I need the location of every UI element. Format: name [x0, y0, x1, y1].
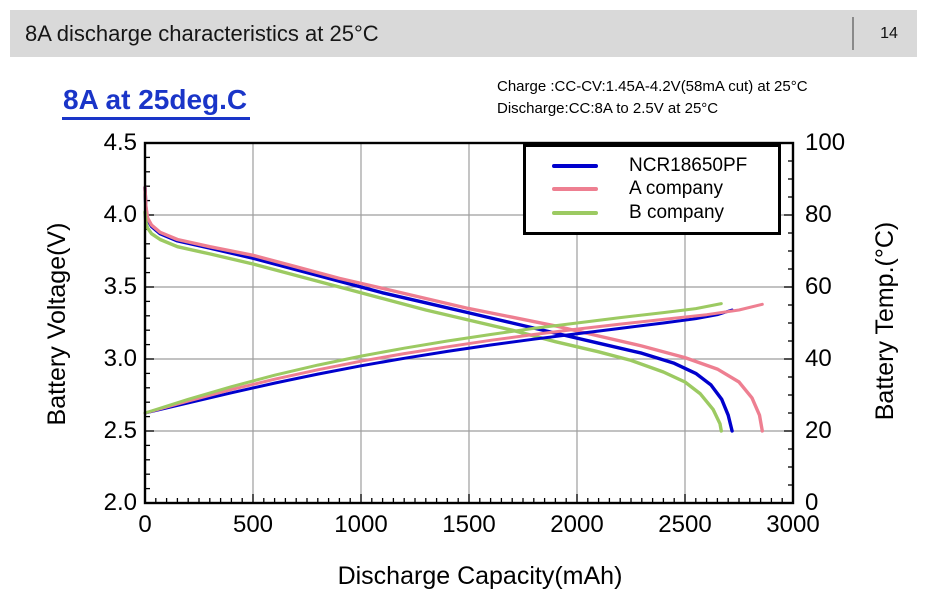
tick-label: 0: [138, 511, 152, 538]
series-b-company-voltage: [143, 210, 723, 433]
series-a-company-voltage: [143, 185, 764, 433]
tick-label: 3.0: [103, 345, 137, 372]
y-axis-left-title: Battery Voltage(V): [43, 222, 71, 426]
tick-label: 500: [232, 511, 274, 538]
chart-title: 8A at 25deg.C: [62, 84, 251, 120]
tick-label: 80: [805, 201, 832, 228]
legend-label: B company: [629, 202, 725, 224]
legend-swatch: [552, 163, 598, 168]
header-bar: 8A discharge characteristics at 25°C 14: [10, 10, 917, 57]
chart-legend: NCR18650PF A company B company: [523, 144, 781, 235]
header-divider: [852, 17, 854, 50]
tick-label: 1000: [334, 511, 388, 538]
legend-label: NCR18650PF: [629, 154, 748, 176]
tick-label: 3000: [766, 511, 820, 538]
legend-item: A company: [552, 178, 774, 200]
series-b-company-temperature: [143, 302, 723, 415]
legend-swatch: [552, 187, 598, 192]
tick-label: 4.0: [103, 201, 137, 228]
legend-item: B company: [552, 202, 774, 224]
x-axis-title: Discharge Capacity(mAh): [337, 562, 623, 590]
legend-swatch: [552, 211, 598, 216]
tick-label: 4.5: [103, 129, 137, 156]
tick-label: 2.0: [103, 489, 137, 516]
legend-label: A company: [629, 178, 723, 200]
tick-label: 2000: [550, 511, 604, 538]
page-number: 14: [880, 25, 898, 42]
tick-label: 40: [805, 345, 832, 372]
tick-label: 1500: [442, 511, 496, 538]
tick-label: 20: [805, 417, 832, 444]
discharge-condition: Discharge:CC:8A to 2.5V at 25°C: [497, 100, 719, 117]
plot-border: [143, 141, 795, 505]
series-a-company-temperature: [143, 302, 764, 415]
test-conditions: Charge :CC-CV:1.45A-4.2V(58mA cut) at 25…: [497, 76, 808, 120]
series-ncr18650pf-temperature: [143, 308, 734, 415]
tick-label: 100: [805, 129, 846, 156]
tick-label: 2.5: [103, 417, 137, 444]
tick-label: 3.5: [103, 273, 137, 300]
header-title: 8A discharge characteristics at 25°C: [25, 21, 379, 46]
legend-item: NCR18650PF: [552, 155, 774, 177]
y-axis-right-title: Battery Temp.(°C): [871, 221, 899, 421]
tick-label: 2500: [658, 511, 712, 538]
tick-label: 60: [805, 273, 832, 300]
tick-label: 0: [805, 489, 819, 516]
charge-condition: Charge :CC-CV:1.45A-4.2V(58mA cut) at 25…: [497, 78, 808, 95]
